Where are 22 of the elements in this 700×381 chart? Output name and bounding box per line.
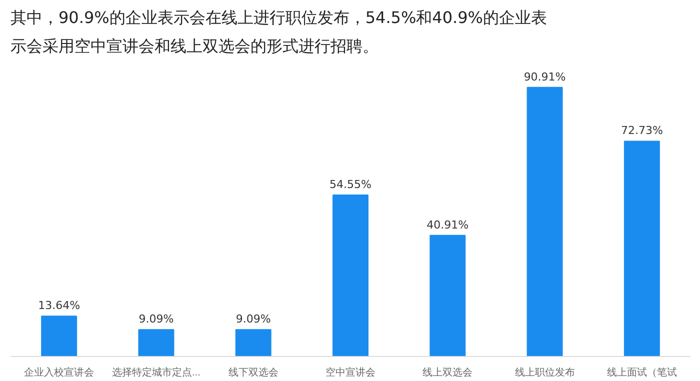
x-tick-label: 线下双选会: [228, 366, 278, 378]
x-tick-label: 线上职位发布: [514, 366, 575, 378]
x-tick-label: 线上双选会: [422, 366, 473, 378]
data-label: 90.91%: [524, 70, 566, 84]
data-label: 13.64%: [38, 299, 80, 312]
x-tick-label: 线上面试（笔试: [606, 366, 677, 378]
data-label: 40.91%: [426, 218, 469, 232]
bar: [332, 194, 368, 356]
bar: [41, 316, 78, 356]
bar: [430, 234, 466, 356]
x-tick-label: 空中宣讲会: [326, 366, 376, 378]
data-label: 54.55%: [330, 178, 372, 192]
data-label: 9.09%: [236, 312, 271, 326]
x-tick-label: 选择特定城市定点...: [112, 366, 200, 378]
data-label: 72.73%: [620, 124, 663, 138]
bar: [526, 86, 563, 356]
x-tick-label: 企业入校宣讲会: [24, 366, 94, 378]
chart-title: 其中，90.9%的企业表示会在线上进行职位发布，54.5%和40.9%的企业表示会采用空中宣讲会和线上双选会的形式进行招聘。: [10, 8, 547, 56]
bar: [624, 140, 660, 356]
bar: [235, 329, 272, 356]
data-label: 9.09%: [138, 312, 174, 326]
bar: [138, 329, 174, 356]
